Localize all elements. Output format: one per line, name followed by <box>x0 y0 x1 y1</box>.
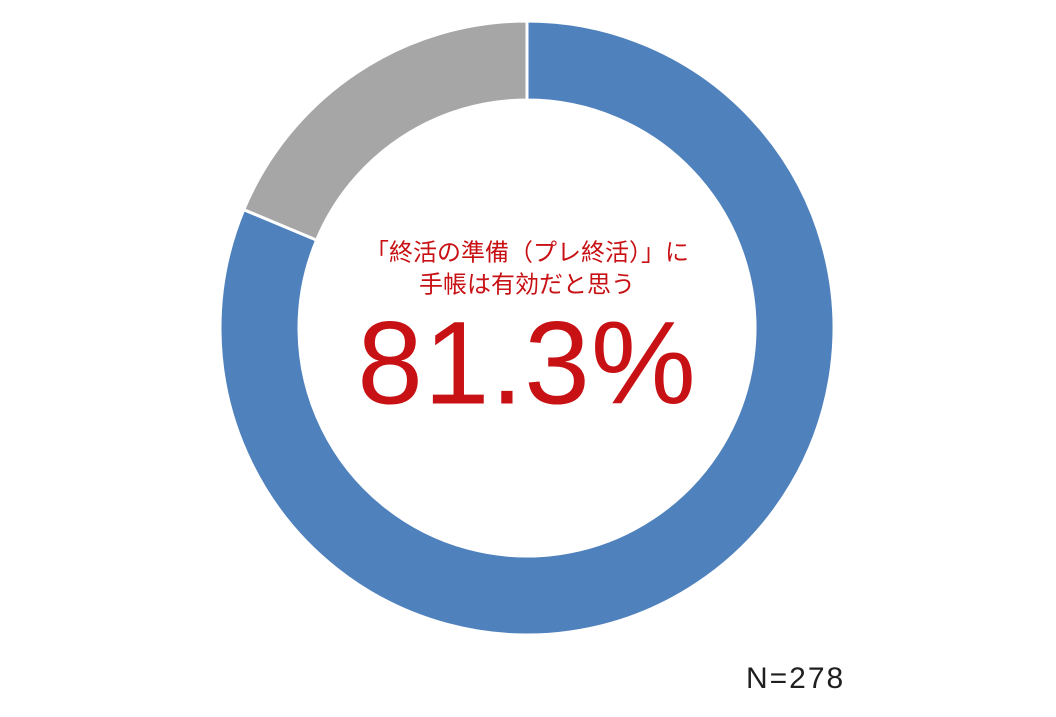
center-label-line-1: 「終活の準備（プレ終活）」に <box>365 239 689 267</box>
center-percentage-value: 81.3% <box>357 297 697 430</box>
donut-slice-2 <box>241 19 529 243</box>
donut-center-label: 「終活の準備（プレ終活）」に 手帳は有効だと思う 81.3% <box>357 238 697 423</box>
donut-slice-1 <box>218 19 836 637</box>
center-label-line-2: 手帳は有効だと思う <box>419 272 635 299</box>
sample-size-note: N=278 <box>746 662 846 695</box>
